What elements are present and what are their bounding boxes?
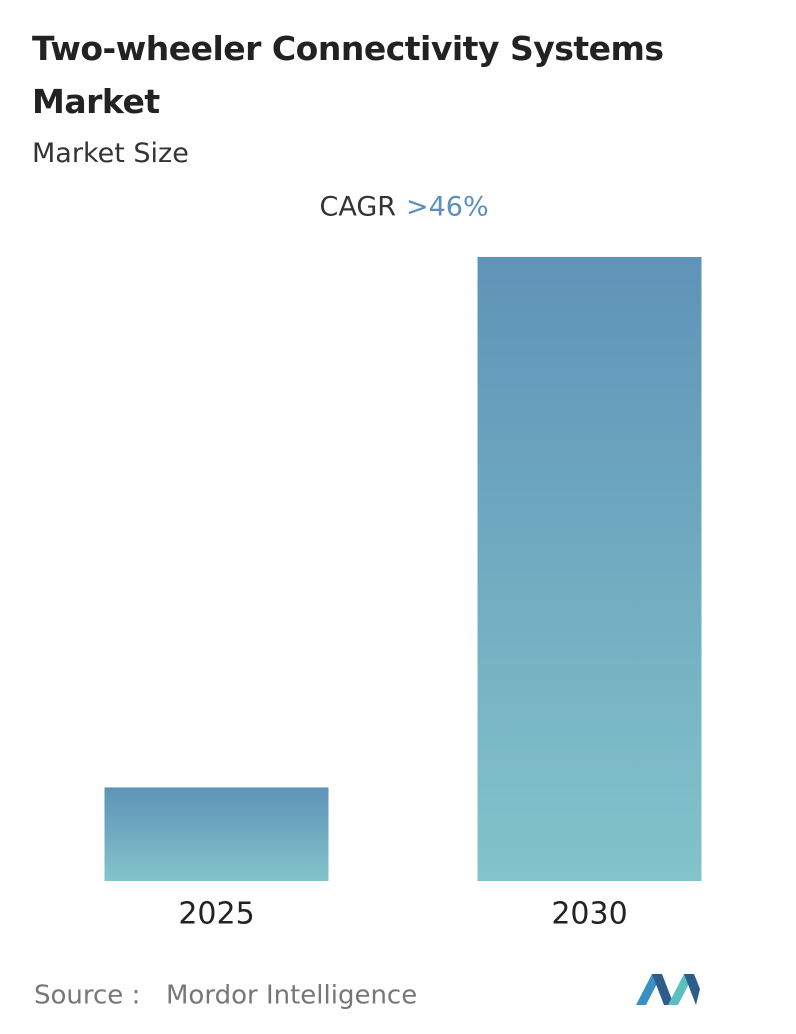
x-tick-label: 2025 [178, 897, 254, 932]
logo [636, 974, 700, 1005]
chart-title: Two-wheeler Connectivity Systems Market [32, 29, 664, 121]
source-label: Source : [34, 981, 140, 1011]
bar [104, 787, 329, 881]
bar [477, 257, 702, 881]
cagr-label: CAGR [319, 192, 396, 223]
chart-subtitle: Market Size [32, 138, 189, 169]
source: Mordor Intelligence [166, 981, 417, 1011]
x-tick-label: 2030 [551, 897, 627, 932]
cagr-value: >46% [406, 192, 489, 223]
